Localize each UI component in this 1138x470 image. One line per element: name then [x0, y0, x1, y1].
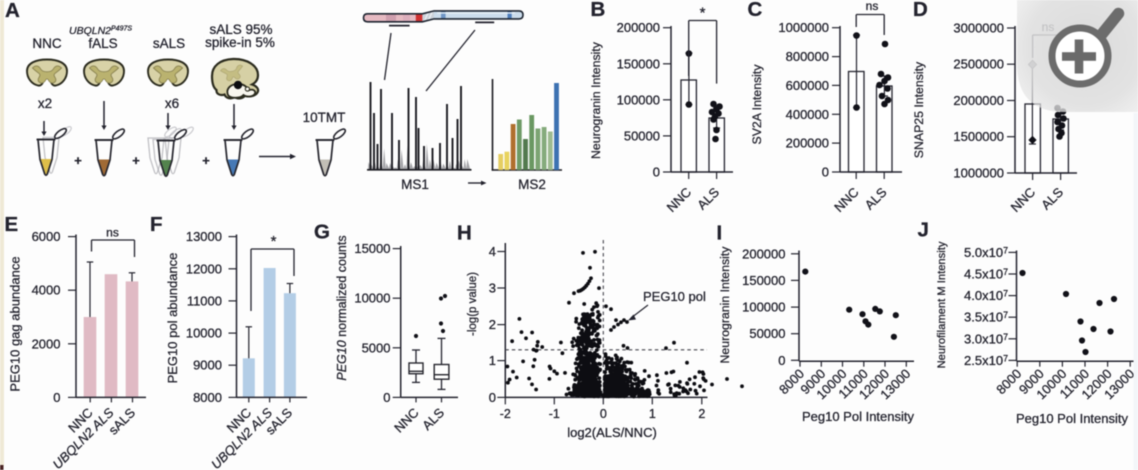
- svg-text:13000: 13000: [186, 229, 222, 244]
- svg-text:1500000: 1500000: [953, 129, 1004, 144]
- svg-text:1: 1: [489, 353, 496, 368]
- svg-text:*: *: [700, 5, 706, 22]
- svg-text:ns: ns: [106, 226, 119, 240]
- svg-text:3.5x107: 3.5x107: [964, 310, 1008, 325]
- svg-text:0: 0: [53, 390, 60, 405]
- svg-text:50000: 50000: [624, 128, 660, 143]
- svg-text:4: 4: [489, 244, 496, 259]
- svg-text:3: 3: [489, 281, 496, 296]
- svg-text:5000: 5000: [362, 340, 391, 355]
- svg-text:NNC: NNC: [32, 36, 61, 51]
- svg-text:4000: 4000: [32, 283, 61, 298]
- svg-text:5.0x107: 5.0x107: [964, 245, 1008, 260]
- svg-text:+: +: [132, 153, 140, 168]
- svg-text:4.5x107: 4.5x107: [964, 267, 1008, 282]
- svg-text:200000: 200000: [617, 20, 660, 35]
- svg-text:200000: 200000: [786, 136, 829, 151]
- svg-text:8000: 8000: [193, 390, 222, 405]
- svg-text:12000: 12000: [186, 261, 222, 276]
- svg-text:0: 0: [653, 165, 660, 180]
- svg-text:B: B: [591, 0, 606, 21]
- svg-text:G: G: [314, 221, 330, 244]
- svg-text:+: +: [202, 153, 210, 168]
- svg-text:Neurogranin Intensity: Neurogranin Intensity: [589, 41, 603, 159]
- svg-text:spike-in 5%: spike-in 5%: [205, 35, 275, 50]
- svg-text:0: 0: [600, 407, 607, 421]
- svg-text:A: A: [5, 0, 20, 22]
- svg-text:100000: 100000: [617, 92, 660, 107]
- svg-text:0: 0: [822, 165, 829, 180]
- svg-text:2.5x107: 2.5x107: [964, 353, 1008, 368]
- svg-text:6000: 6000: [32, 229, 61, 244]
- svg-text:2: 2: [698, 407, 705, 421]
- svg-text:x2: x2: [38, 96, 52, 111]
- svg-text:-log(p value): -log(p value): [467, 272, 479, 336]
- svg-text:400000: 400000: [786, 107, 829, 122]
- svg-text:600000: 600000: [786, 78, 829, 93]
- svg-text:Neurogranin Intensity: Neurogranin Intensity: [718, 246, 732, 364]
- svg-text:Peg10 Pol Intensity: Peg10 Pol Intensity: [802, 409, 915, 424]
- svg-text:9000: 9000: [193, 358, 222, 373]
- svg-text:F: F: [150, 213, 163, 236]
- svg-text:10000: 10000: [354, 291, 390, 306]
- svg-text:2000000: 2000000: [953, 93, 1004, 108]
- svg-text:150000: 150000: [742, 273, 785, 288]
- svg-text:10000: 10000: [186, 326, 222, 341]
- svg-text:2: 2: [489, 317, 496, 332]
- svg-text:3000000: 3000000: [953, 21, 1004, 36]
- svg-text:100000: 100000: [742, 300, 785, 315]
- svg-text:11000: 11000: [187, 293, 222, 308]
- svg-text:+: +: [74, 153, 82, 168]
- svg-text:0: 0: [489, 390, 496, 405]
- svg-text:ns: ns: [866, 0, 879, 13]
- svg-text:800000: 800000: [786, 49, 829, 64]
- svg-text:PEG10 pol: PEG10 pol: [643, 289, 706, 304]
- svg-text:SNAP25 Intensity: SNAP25 Intensity: [912, 61, 926, 158]
- svg-text:1000000: 1000000: [953, 166, 1004, 181]
- svg-text:200000: 200000: [742, 246, 785, 261]
- svg-text:sALS: sALS: [153, 36, 185, 51]
- svg-text:-1: -1: [549, 407, 560, 421]
- svg-text:PEG10 normalized counts: PEG10 normalized counts: [335, 235, 349, 380]
- svg-text:Peg10 Pol Intensity: Peg10 Pol Intensity: [1016, 411, 1129, 426]
- svg-text:15000: 15000: [354, 241, 390, 256]
- svg-text:fALS: fALS: [88, 36, 117, 51]
- svg-text:x6: x6: [165, 96, 179, 111]
- svg-text:log2(ALS/NNC): log2(ALS/NNC): [567, 425, 657, 440]
- svg-text:50000: 50000: [749, 326, 785, 341]
- svg-text:E: E: [5, 213, 19, 236]
- svg-text:Neurofilament M Intensity: Neurofilament M Intensity: [936, 241, 948, 368]
- svg-text:I: I: [717, 222, 723, 245]
- svg-text:2500000: 2500000: [953, 57, 1004, 72]
- svg-text:2000: 2000: [32, 336, 61, 351]
- svg-text:3.0x107: 3.0x107: [964, 331, 1008, 346]
- svg-text:MS2: MS2: [518, 177, 546, 192]
- svg-text:1000000: 1000000: [778, 20, 829, 35]
- svg-text:10TMT: 10TMT: [303, 110, 346, 125]
- svg-text:PEG10 pol abundance: PEG10 pol abundance: [165, 253, 180, 384]
- svg-text:SV2A Intensity: SV2A Intensity: [750, 64, 764, 145]
- svg-text:0: 0: [778, 353, 785, 368]
- svg-text:150000: 150000: [617, 56, 660, 71]
- svg-text:C: C: [748, 0, 763, 21]
- svg-text:0: 0: [383, 390, 390, 405]
- svg-text:sALS 95%: sALS 95%: [209, 22, 272, 37]
- svg-text:-2: -2: [500, 407, 511, 421]
- svg-text:*: *: [271, 233, 277, 250]
- svg-text:H: H: [457, 222, 472, 245]
- svg-text:MS1: MS1: [401, 177, 429, 192]
- svg-text:1: 1: [649, 407, 656, 421]
- svg-text:D: D: [913, 0, 928, 21]
- svg-text:PEG10 gag abundance: PEG10 gag abundance: [8, 256, 23, 391]
- svg-text:4.0x107: 4.0x107: [964, 288, 1008, 303]
- svg-text:J: J: [918, 219, 929, 242]
